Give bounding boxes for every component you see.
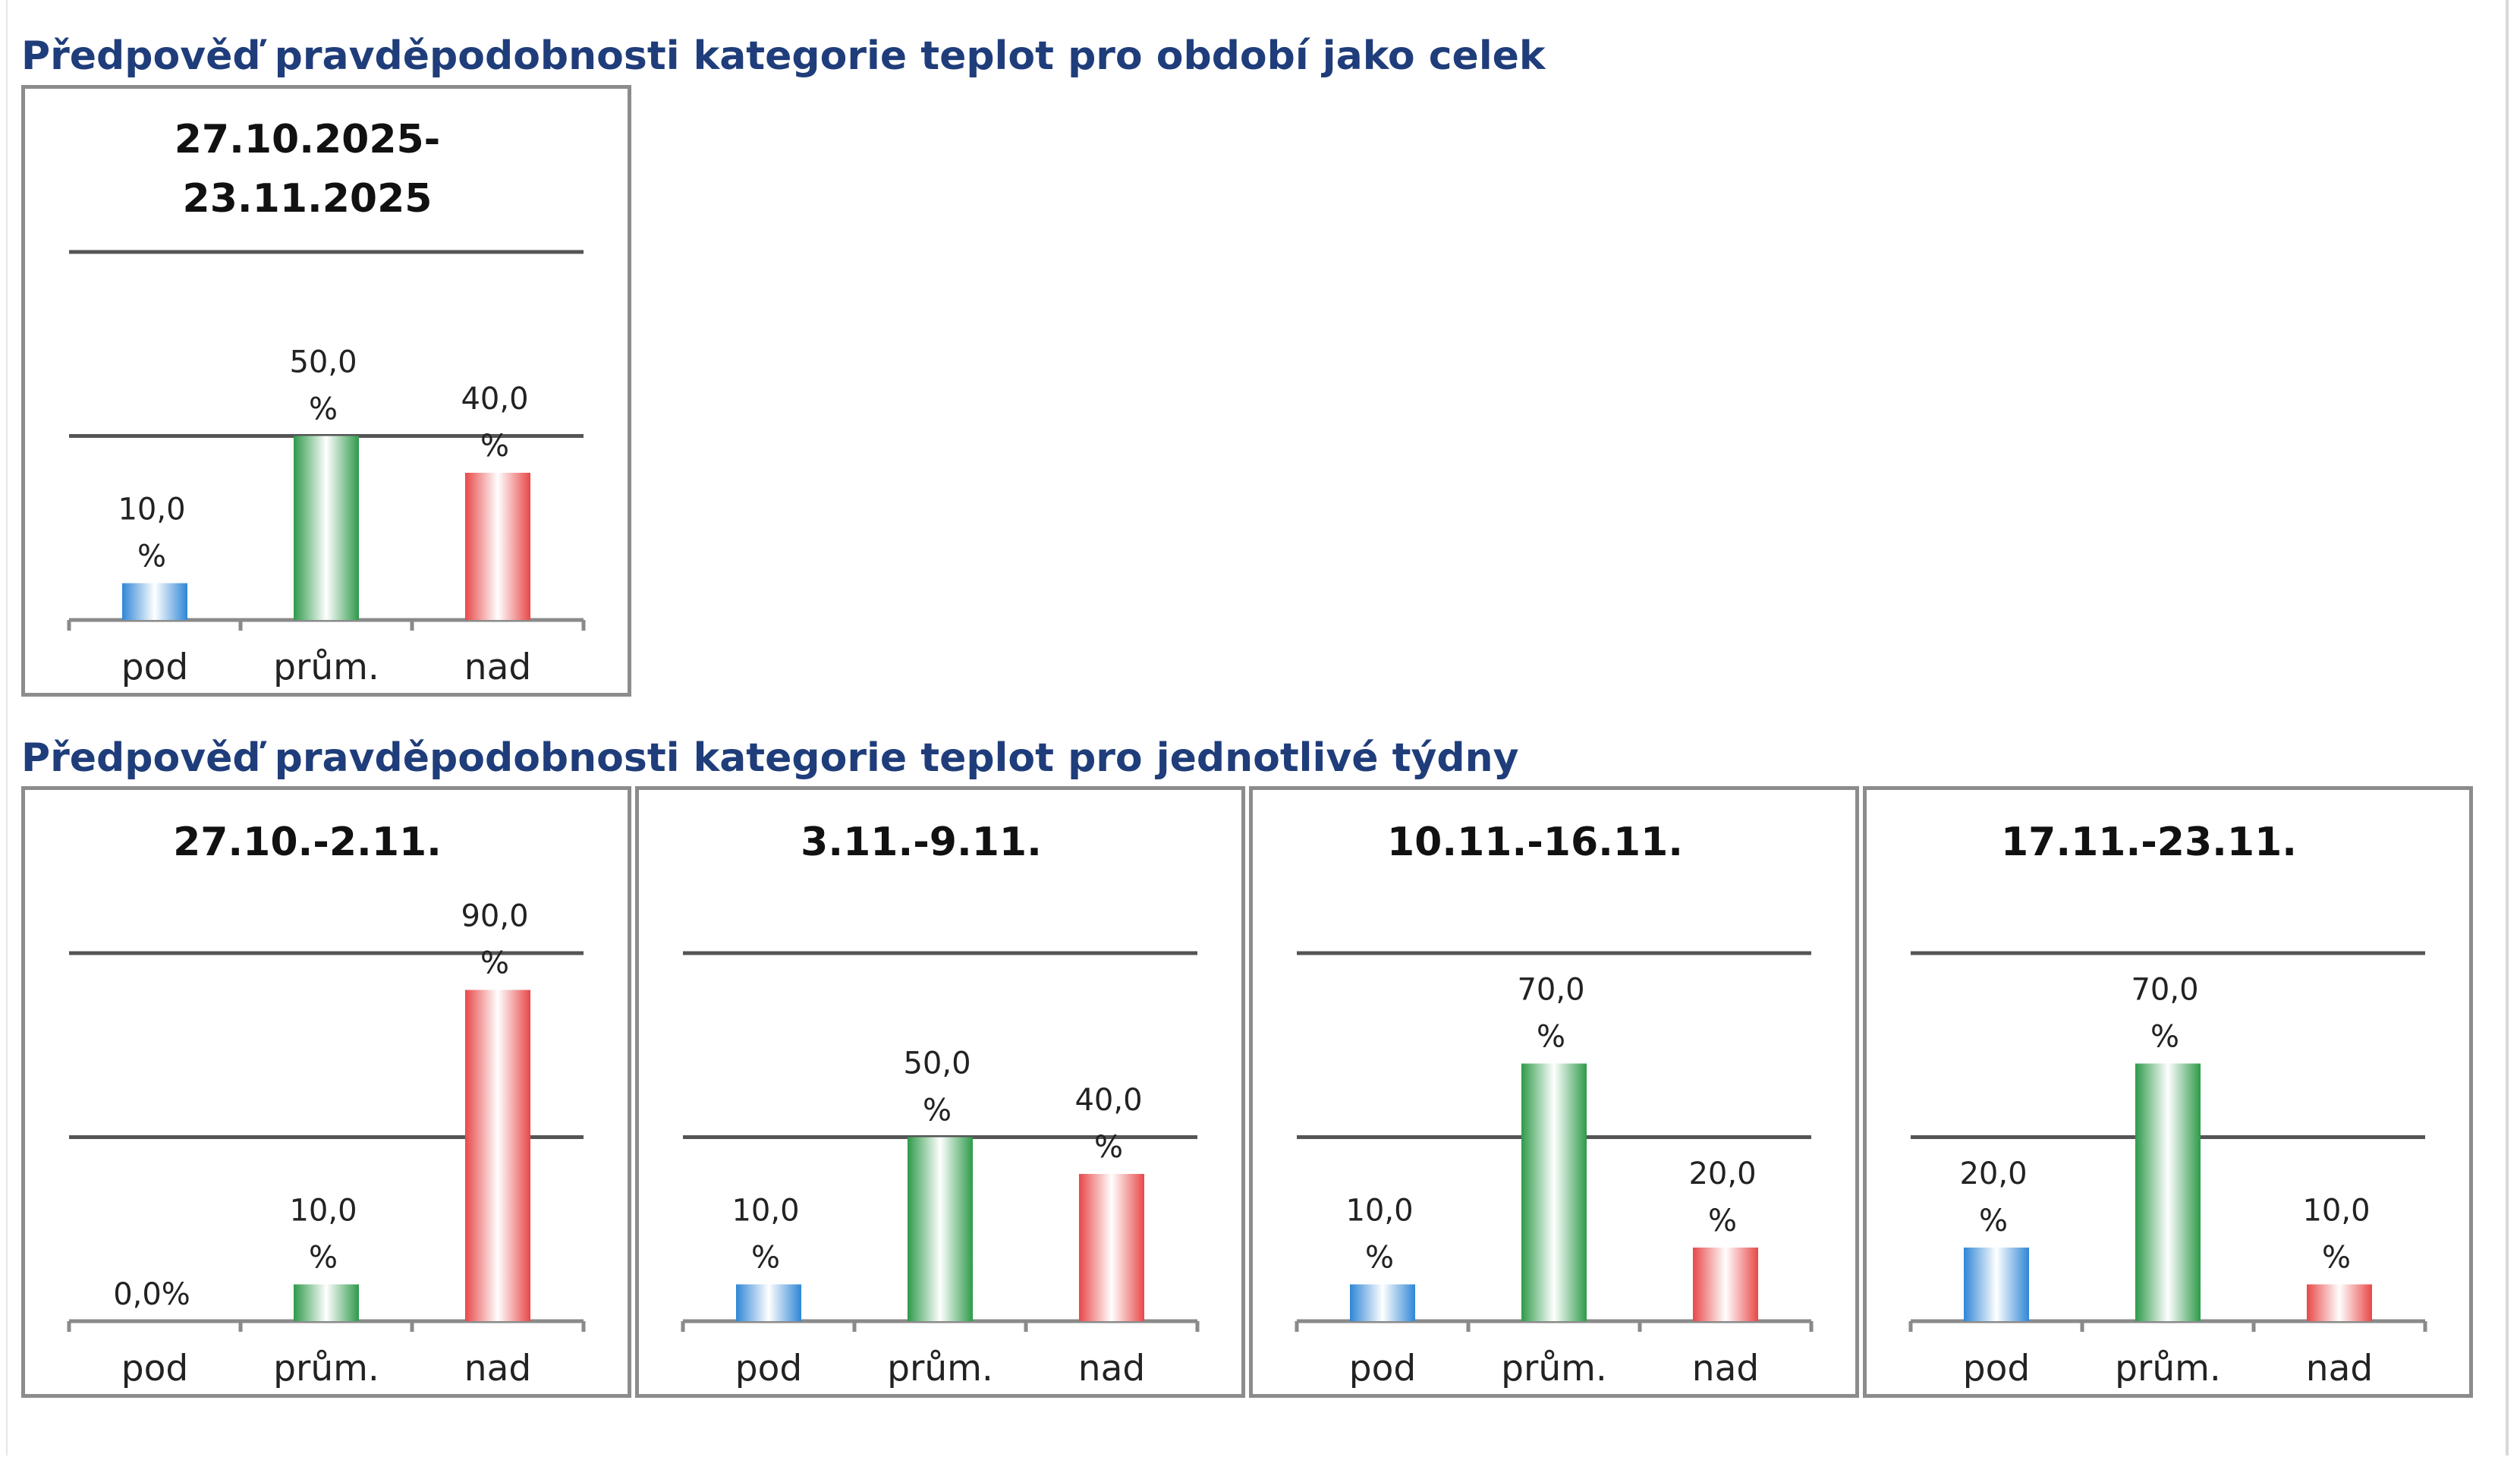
category-label-prum: prům.	[273, 647, 379, 688]
bar-prum	[294, 436, 359, 620]
chart-title-line: 23.11.2025	[183, 176, 433, 222]
category-label-nad: nad	[1692, 1348, 1759, 1389]
bar-pod	[1964, 1248, 2029, 1321]
data-label-pod: %	[137, 540, 166, 574]
data-label-pod: 0,0%	[113, 1277, 190, 1312]
weekly-heading: Předpověď pravděpodobnosti kategorie tep…	[21, 735, 1519, 781]
category-label-prum: prům.	[1501, 1348, 1607, 1389]
data-label-nad: 20,0	[1688, 1156, 1756, 1191]
category-label-pod: pod	[1963, 1348, 2030, 1389]
chart-panel-week-2: 3.11.-9.11. 10,0% pod 50,0% prům. 40,0% nad	[635, 786, 1245, 1398]
data-label-prum: %	[309, 392, 338, 427]
data-label-prum: %	[2150, 1020, 2179, 1055]
data-label-nad: 10,0	[2302, 1194, 2370, 1229]
chart-title-line: 3.11.-9.11.	[801, 820, 1042, 865]
chart-title-line: 27.10.2025-	[175, 117, 441, 162]
data-label-nad: %	[1094, 1130, 1123, 1165]
bar-pod	[122, 583, 187, 620]
category-label-prum: prům.	[273, 1348, 379, 1389]
data-label-prum: %	[1537, 1020, 1565, 1055]
category-label-pod: pod	[1349, 1348, 1416, 1389]
data-label-prum: 70,0	[1517, 973, 1584, 1008]
chart-title-line: 17.11.-23.11.	[2001, 820, 2297, 865]
category-label-prum: prům.	[887, 1348, 993, 1389]
category-label-nad: nad	[464, 647, 531, 688]
data-label-nad: 40,0	[1074, 1083, 1142, 1118]
bar-prum	[294, 1284, 359, 1321]
category-label-pod: pod	[735, 1348, 802, 1389]
bar-prum	[1521, 1063, 1587, 1321]
data-label-prum: 10,0	[289, 1194, 357, 1229]
data-label-nad: %	[480, 429, 509, 464]
chart-title-line: 27.10.-2.11.	[173, 820, 442, 865]
category-label-prum: prům.	[2115, 1348, 2221, 1389]
chart-week-4-svg: 17.11.-23.11. 20,0% pod 70,0% prům. 10,0% nad	[1908, 820, 2427, 1389]
bar-nad	[465, 473, 530, 620]
overall-period-heading: Předpověď pravděpodobnosti kategorie tep…	[21, 33, 1546, 79]
chart-week-3-svg: 10.11.-16.11. 10,0% pod 70,0% prům. 20,0% nad	[1295, 820, 1814, 1389]
chart-overall-svg: 27.10.2025- 23.11.2025 10,0% pod 50,0% prům. 4…	[67, 117, 586, 688]
data-label-pod: 10,0	[731, 1194, 799, 1229]
category-label-pod: pod	[121, 647, 188, 688]
category-label-pod: pod	[121, 1348, 188, 1389]
bar-prum	[2135, 1063, 2201, 1321]
chart-panel-overall: 27.10.2025- 23.11.2025 10,0% pod 50,0% prům. 4…	[21, 85, 631, 697]
category-label-nad: nad	[2306, 1348, 2373, 1389]
data-label-prum: %	[923, 1094, 952, 1128]
data-label-nad: 40,0	[461, 382, 528, 417]
chart-week-2-svg: 3.11.-9.11. 10,0% pod 50,0% prům. 40,0% nad	[681, 820, 1200, 1389]
data-label-prum: %	[309, 1241, 338, 1276]
data-label-pod: 10,0	[118, 492, 185, 527]
chart-title-line: 10.11.-16.11.	[1387, 820, 1683, 865]
data-label-prum: 50,0	[289, 345, 357, 380]
category-label-nad: nad	[1078, 1348, 1145, 1389]
bar-nad	[1693, 1248, 1758, 1321]
bar-prum	[908, 1137, 973, 1321]
data-label-pod: %	[1979, 1204, 2008, 1238]
category-label-nad: nad	[464, 1348, 531, 1389]
chart-panel-week-1: 27.10.-2.11. 0,0% pod 10,0% prům. 90,0% nad	[21, 786, 631, 1398]
data-label-nad: %	[480, 946, 509, 981]
data-label-pod: 10,0	[1345, 1194, 1413, 1229]
data-label-nad: %	[2322, 1241, 2351, 1276]
chart-panel-week-3: 10.11.-16.11. 10,0% pod 70,0% prům. 20,0% nad	[1249, 786, 1859, 1398]
data-label-pod: 20,0	[1959, 1156, 2027, 1191]
bar-pod	[736, 1284, 801, 1321]
data-label-prum: 70,0	[2131, 973, 2198, 1008]
bar-nad	[2307, 1284, 2372, 1321]
data-label-nad: %	[1708, 1204, 1737, 1238]
data-label-nad: 90,0	[461, 899, 528, 934]
data-label-prum: 50,0	[903, 1046, 971, 1081]
bar-nad	[1079, 1174, 1144, 1321]
chart-week-1-svg: 27.10.-2.11. 0,0% pod 10,0% prům. 90,0% nad	[67, 820, 586, 1389]
chart-panel-week-4: 17.11.-23.11. 20,0% pod 70,0% prům. 10,0% nad	[1863, 786, 2473, 1398]
data-label-pod: %	[751, 1241, 780, 1276]
bar-pod	[1350, 1284, 1415, 1321]
data-label-pod: %	[1365, 1241, 1394, 1276]
bar-nad	[465, 990, 530, 1321]
